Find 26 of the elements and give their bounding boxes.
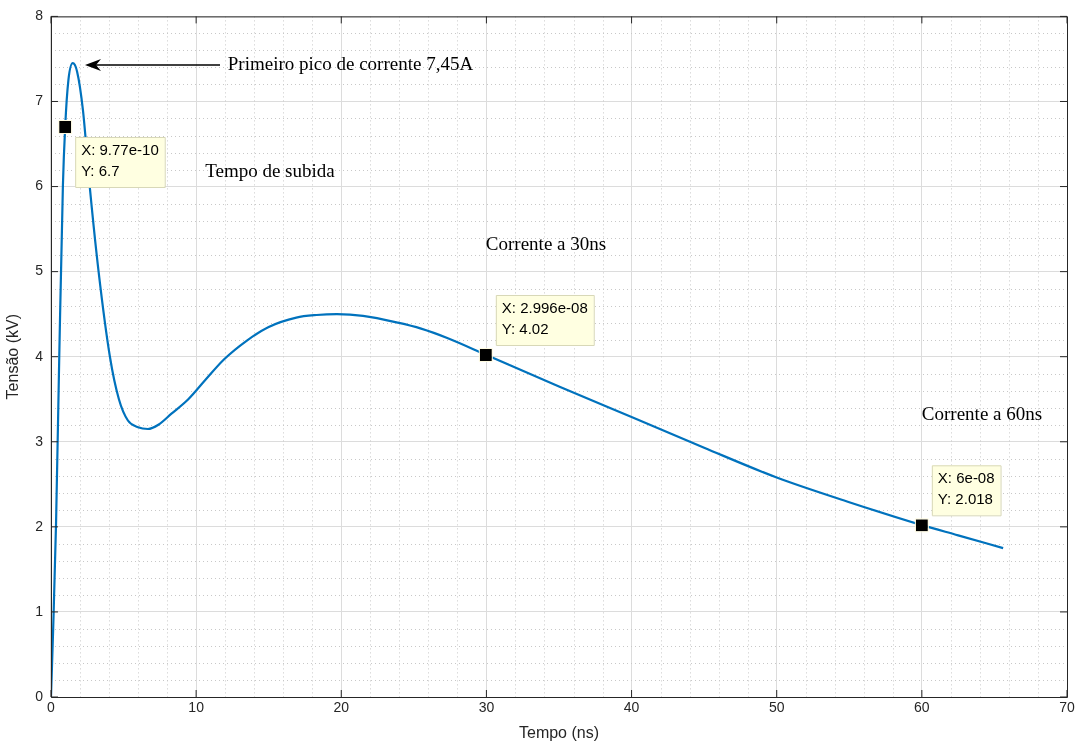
y-tick-label: 3 — [35, 432, 44, 449]
x-tick-label: 10 — [188, 699, 205, 716]
annotation: Corrente a 60ns — [921, 403, 1043, 425]
x-tick-label: 0 — [47, 699, 56, 716]
x-axis-title: Tempo (ns) — [518, 723, 600, 741]
annotation: Corrente a 30ns — [485, 232, 607, 254]
y-tick-label: 0 — [35, 687, 44, 704]
y-axis-title: Tensão (kV) — [4, 314, 22, 400]
y-tick-label: 4 — [35, 347, 44, 364]
annotation: X: 2.996e-08 Y: 4.02 — [501, 298, 588, 337]
x-tick-label: 40 — [623, 699, 640, 716]
x-tick-label: 50 — [768, 699, 785, 716]
x-tick-label: 30 — [478, 699, 495, 716]
x-tick-label: 60 — [914, 699, 930, 716]
annotation: X: 6e-08 Y: 2.018 — [937, 468, 995, 507]
x-tick-label: 70 — [1059, 699, 1075, 716]
y-tick-label: 2 — [35, 517, 44, 534]
x-tick-label: 20 — [333, 699, 350, 716]
y-tick-label: 6 — [35, 177, 44, 194]
annotation: X: 9.77e-10 Y: 6.7 — [81, 140, 159, 179]
y-tick-label: 1 — [35, 602, 44, 619]
y-tick-label: 5 — [35, 262, 44, 279]
y-tick-label: 7 — [35, 92, 44, 109]
annotation: Tempo de subida — [205, 159, 336, 181]
annotation: Primeiro pico de corrente 7,45A — [227, 53, 474, 75]
y-tick-label: 8 — [35, 7, 44, 24]
